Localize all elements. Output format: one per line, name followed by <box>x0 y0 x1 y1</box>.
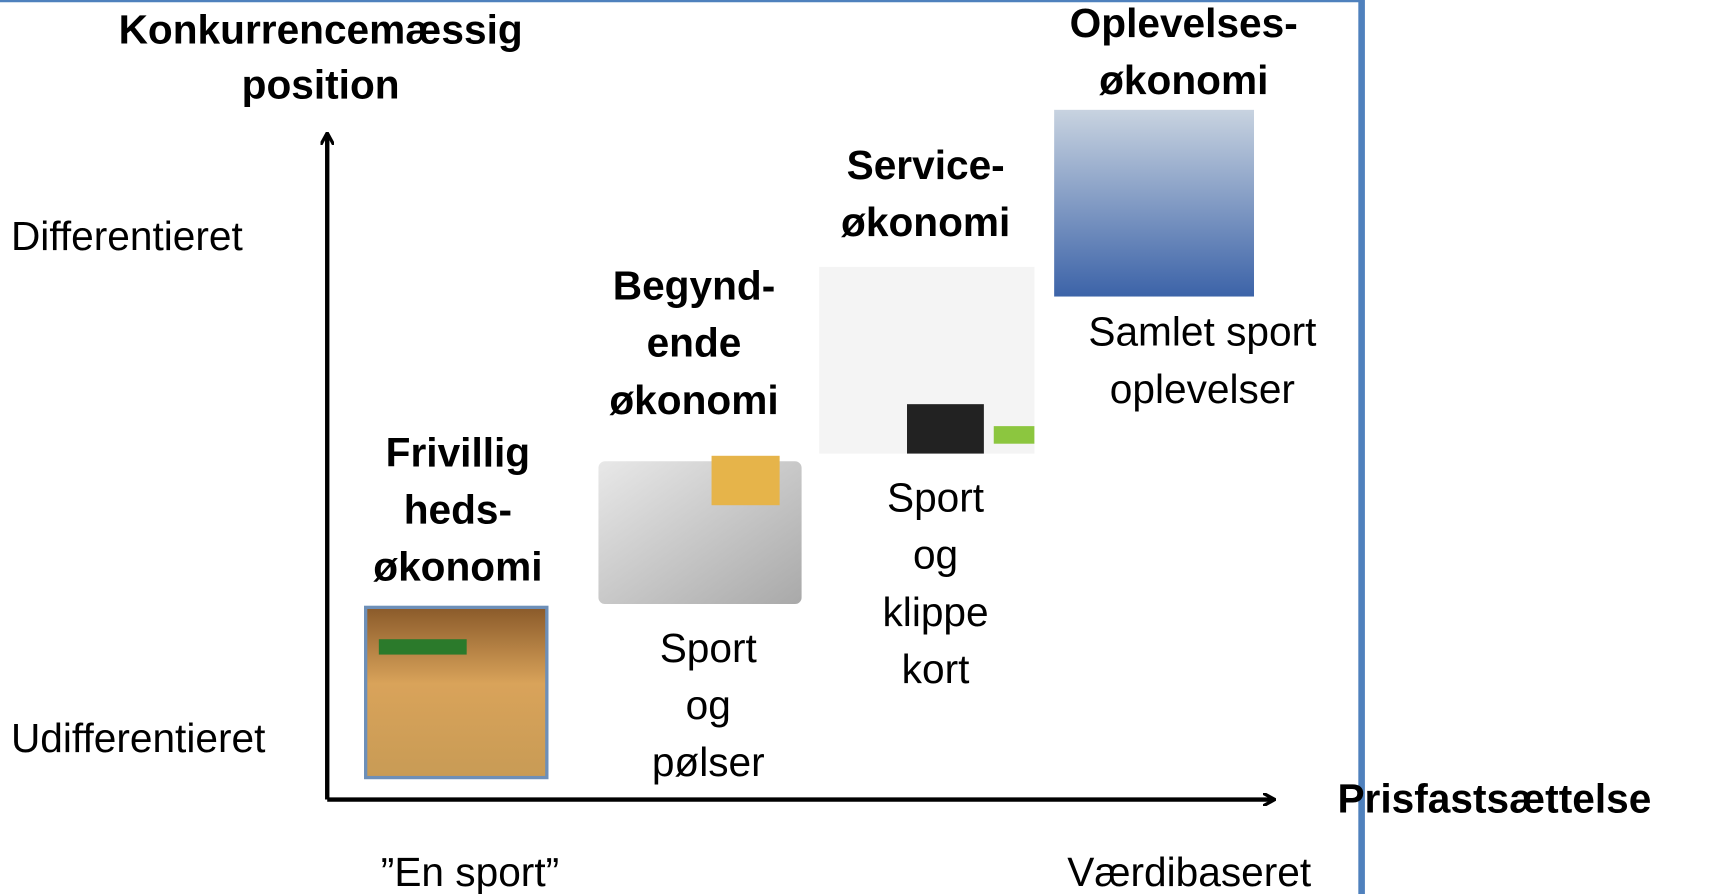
label: Værdibaseret <box>1067 849 1311 894</box>
label: og <box>913 532 958 578</box>
label: Sport <box>660 625 757 671</box>
photo-button <box>994 426 1035 444</box>
heading: heds- <box>404 487 512 533</box>
heading: økonomi <box>841 199 1010 245</box>
heading: Service- <box>847 142 1005 188</box>
label: Sport <box>887 475 984 521</box>
heading: økonomi <box>609 377 778 423</box>
photo-banner <box>379 639 467 654</box>
photo-sports-hall <box>366 607 547 777</box>
heading: Konkurrencemæssig <box>119 7 523 53</box>
heading: Oplevelses- <box>1070 0 1298 46</box>
heading: Prisfastsættelse <box>1337 775 1651 821</box>
label: oplevelser <box>1110 366 1295 412</box>
label: og <box>686 682 731 728</box>
label: Udifferentieret <box>11 715 265 761</box>
heading: Frivillig <box>386 430 530 476</box>
heading: ende <box>647 320 742 366</box>
heading: økonomi <box>1099 57 1268 103</box>
heading: Begynd- <box>613 263 775 309</box>
label: Differentieret <box>11 213 243 259</box>
heading: økonomi <box>373 544 542 590</box>
slide: Konkurrencemæssig position Differentieret U… <box>0 0 1713 894</box>
heading: position <box>242 62 400 108</box>
photo-bag <box>907 404 984 453</box>
label: pølser <box>652 739 765 785</box>
photo-gym-class <box>1054 110 1254 297</box>
label: ”En sport” <box>381 849 559 894</box>
label: klippe <box>882 589 988 635</box>
page: Konkurrencemæssig position Differentieret U… <box>0 0 1713 894</box>
label: kort <box>902 646 970 692</box>
label: Samlet sport <box>1088 309 1316 355</box>
photo-fries <box>712 456 780 505</box>
